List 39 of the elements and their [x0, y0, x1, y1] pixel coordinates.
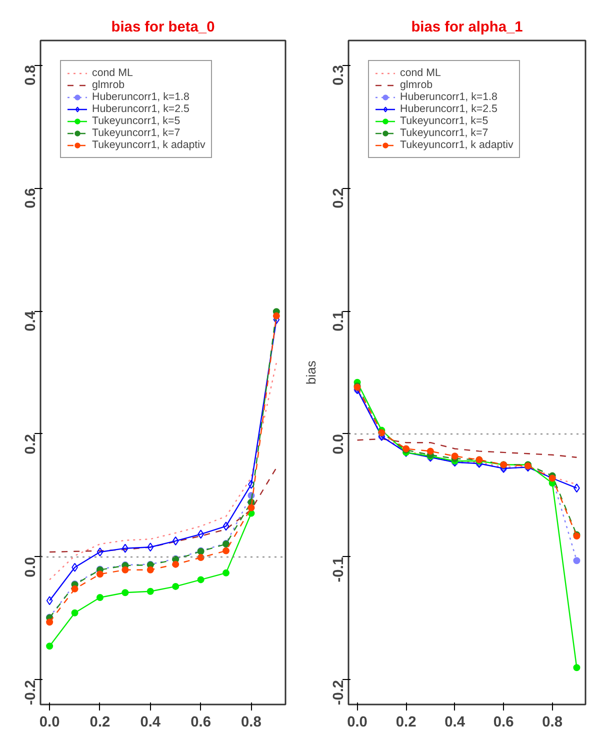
- chart-title: bias for alpha_1: [411, 20, 523, 36]
- y-tick-label: 0.0: [23, 556, 39, 578]
- legend-label: glmrob: [400, 79, 433, 91]
- y-tick-label: -0.2: [23, 680, 39, 706]
- y-tick-label: 0.3: [331, 65, 347, 86]
- chart-title: bias for beta_0: [111, 20, 215, 36]
- y-tick-label: -0.2: [331, 680, 347, 706]
- legend-label: Huberuncorr1, k=1.8: [92, 91, 190, 103]
- x-tick-label: 0.6: [190, 714, 211, 730]
- legend-label: glmrob: [92, 79, 125, 91]
- x-tick-label: 0.4: [140, 714, 162, 730]
- x-tick-label: 0.0: [347, 714, 368, 730]
- legend-label: Tukeyuncorr1, k adaptiv: [400, 139, 514, 151]
- y-tick-label: 0.2: [23, 434, 39, 454]
- legend-label: Huberuncorr1, k=1.8: [400, 91, 498, 103]
- y-axis-title: bias: [304, 360, 318, 384]
- x-tick-label: 0.2: [396, 714, 416, 730]
- y-tick-label: 0.1: [331, 311, 347, 332]
- x-tick-label: 0.4: [444, 714, 466, 730]
- legend-label: Tukeyuncorr1, k=5: [400, 115, 488, 127]
- legend-label: Huberuncorr1, k=2.5: [400, 103, 498, 115]
- legend-label: cond ML: [400, 67, 441, 79]
- y-tick-label: -0.1: [331, 556, 347, 582]
- legend-label: Tukeyuncorr1, k adaptiv: [92, 139, 206, 151]
- x-tick-label: 0.8: [542, 714, 563, 730]
- legend-label: Tukeyuncorr1, k=5: [92, 115, 180, 127]
- x-tick-label: 0.6: [493, 714, 514, 730]
- legend-label: Tukeyuncorr1, k=7: [400, 127, 488, 139]
- x-tick-label: 0.8: [241, 714, 262, 730]
- legend-label: cond ML: [92, 67, 133, 79]
- x-tick-label: 0.2: [90, 714, 110, 730]
- y-tick-label: 0.2: [331, 188, 347, 208]
- y-tick-label: 0.6: [23, 188, 39, 208]
- legend-label: Tukeyuncorr1, k=7: [92, 127, 180, 139]
- x-tick-label: 0.0: [39, 714, 60, 730]
- y-tick-label: 0.8: [23, 65, 39, 86]
- y-tick-label: 0.4: [23, 310, 39, 332]
- legend-label: Huberuncorr1, k=2.5: [92, 103, 190, 115]
- y-tick-label: 0.0: [331, 434, 347, 454]
